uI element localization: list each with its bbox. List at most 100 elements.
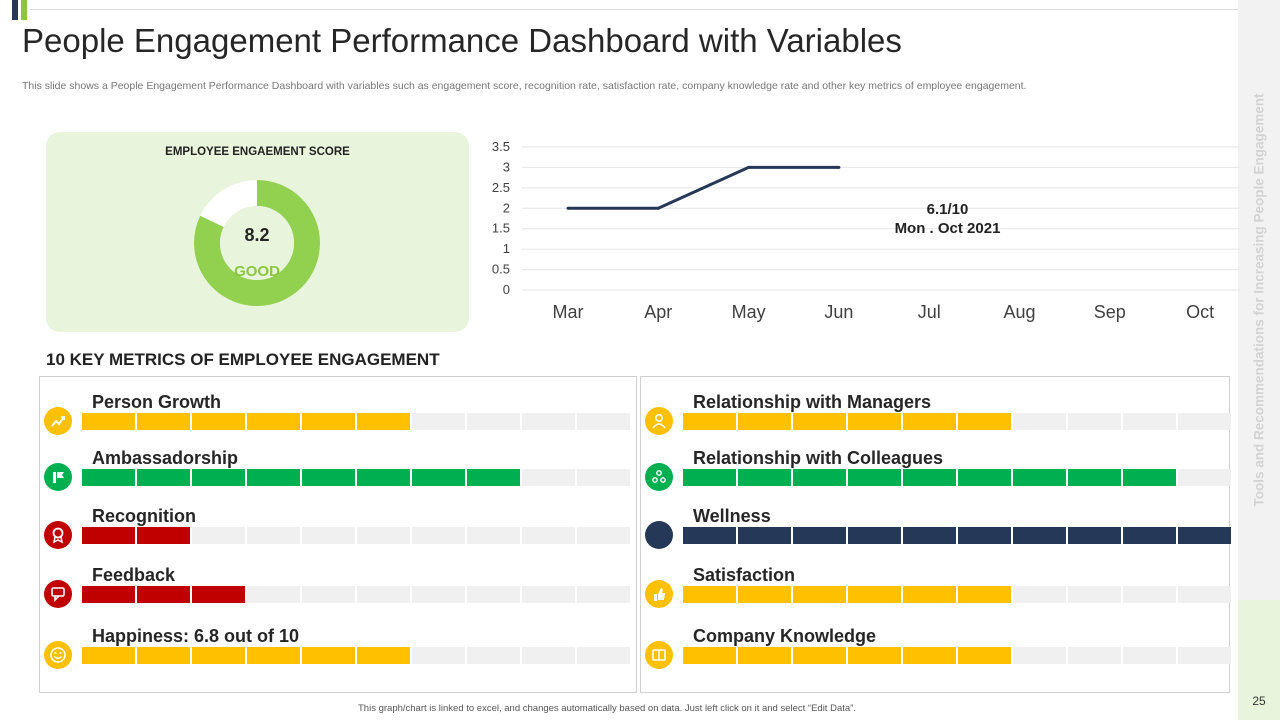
bar-segment-filled (1068, 469, 1121, 486)
y-tick-label: 0 (503, 282, 510, 297)
metric-bar (82, 527, 630, 544)
bar-segment-filled (848, 586, 901, 603)
bar-segment-filled (247, 469, 300, 486)
metrics-heading: 10 KEY METRICS OF EMPLOYEE ENGAGEMENT (46, 350, 440, 369)
bar-segment-filled (137, 469, 190, 486)
x-tick-label: Mar (553, 302, 584, 322)
bar-segment-filled (82, 647, 135, 664)
bar-segment-filled (793, 647, 846, 664)
bar-segment-filled (192, 586, 245, 603)
x-tick-label: Jul (918, 302, 941, 322)
bar-segment-filled (302, 413, 355, 430)
bar-segment-filled (302, 469, 355, 486)
series-line (568, 165, 839, 210)
metric-label: Feedback (92, 565, 176, 585)
bar-segment-empty (412, 527, 465, 544)
bar-segment-empty (412, 647, 465, 664)
metric-label: Wellness (693, 506, 771, 526)
bar-segment-filled (357, 469, 410, 486)
smiley-icon (44, 641, 72, 669)
score-donut (194, 180, 320, 306)
wellness-icon (645, 521, 673, 549)
bar-segment-filled (683, 413, 736, 430)
bar-segment-filled (738, 413, 791, 430)
score-rating: GOOD (234, 263, 280, 280)
bar-segment-filled (192, 413, 245, 430)
x-tick-label: Apr (644, 302, 672, 322)
ambassador-icon (44, 463, 72, 491)
bar-segment-empty (192, 527, 245, 544)
bar-segment-empty (1068, 647, 1121, 664)
growth-icon (44, 407, 72, 435)
bar-segment-empty (412, 586, 465, 603)
bar-segment-empty (1178, 469, 1231, 486)
bar-segment-filled (848, 527, 901, 544)
annotation-score: 6.1/10 (926, 201, 969, 218)
bar-segment-empty (357, 527, 410, 544)
bar-segment-filled (247, 647, 300, 664)
bar-segment-empty (1123, 647, 1176, 664)
bar-segment-filled (683, 527, 736, 544)
bar-segment-empty (522, 469, 575, 486)
bar-segment-filled (958, 469, 1011, 486)
bar-segment-filled (848, 647, 901, 664)
bar-segment-filled (357, 413, 410, 430)
bar-segment-empty (357, 586, 410, 603)
bar-segment-filled (683, 647, 736, 664)
bar-segment-filled (958, 586, 1011, 603)
metric-bar (82, 647, 630, 664)
x-tick-label: May (732, 302, 766, 322)
right-sidebar-footer (1238, 600, 1280, 720)
footer-text: This graph/chart is linked to excel, and… (358, 703, 856, 714)
bar-segment-empty (467, 527, 520, 544)
x-tick-label: Aug (1003, 302, 1035, 322)
bar-segment-empty (1123, 586, 1176, 603)
bar-segment-filled (793, 413, 846, 430)
bar-segment-empty (1123, 413, 1176, 430)
x-tick-label: Sep (1094, 302, 1126, 322)
bar-segment-empty (1013, 413, 1066, 430)
bar-segment-filled (738, 647, 791, 664)
metric-bar (683, 413, 1231, 430)
bar-segment-filled (137, 586, 190, 603)
colleagues-icon (645, 463, 673, 491)
bar-segment-filled (903, 527, 956, 544)
metrics-panel-right: Relationship with Managers Relationship w… (640, 376, 1231, 693)
bar-segment-filled (1013, 469, 1066, 486)
bar-segment-empty (1068, 413, 1121, 430)
award-icon (44, 521, 72, 549)
bar-segment-filled (903, 413, 956, 430)
bar-segment-filled (793, 469, 846, 486)
header-divider (30, 9, 1238, 10)
bar-segment-filled (738, 527, 791, 544)
right-sidebar (1238, 0, 1280, 600)
bar-segment-filled (82, 586, 135, 603)
y-tick-label: 1.5 (492, 221, 510, 236)
bar-segment-filled (137, 527, 190, 544)
metric-bar (82, 469, 630, 486)
bar-segment-filled (848, 413, 901, 430)
knowledge-icon (645, 641, 673, 669)
bar-segment-empty (1178, 586, 1231, 603)
bar-segment-empty (247, 527, 300, 544)
metric-label: Person Growth (92, 392, 222, 412)
bar-segment-filled (793, 527, 846, 544)
y-tick-label: 1 (503, 241, 510, 256)
metric-label: Satisfaction (693, 565, 796, 585)
bar-segment-filled (1178, 527, 1231, 544)
chart-annotation: 6.1/10 Mon . Oct 2021 (860, 200, 1035, 238)
score-card-title: EMPLOYEE ENGAEMENT SCORE (165, 146, 350, 158)
bar-segment-filled (82, 527, 135, 544)
metric-label: Happiness: 6.8 out of 10 (92, 626, 300, 646)
metrics-panel-left: Person Growth Ambassadorship Recognition Fe… (39, 376, 637, 693)
bar-segment-empty (577, 647, 630, 664)
bar-segment-filled (192, 469, 245, 486)
bar-segment-empty (577, 413, 630, 430)
bar-segment-empty (302, 527, 355, 544)
bar-segment-empty (577, 527, 630, 544)
bar-segment-empty (1178, 413, 1231, 430)
bar-segment-empty (247, 586, 300, 603)
bar-segment-filled (467, 469, 520, 486)
bar-segment-filled (357, 647, 410, 664)
bar-segment-empty (522, 586, 575, 603)
